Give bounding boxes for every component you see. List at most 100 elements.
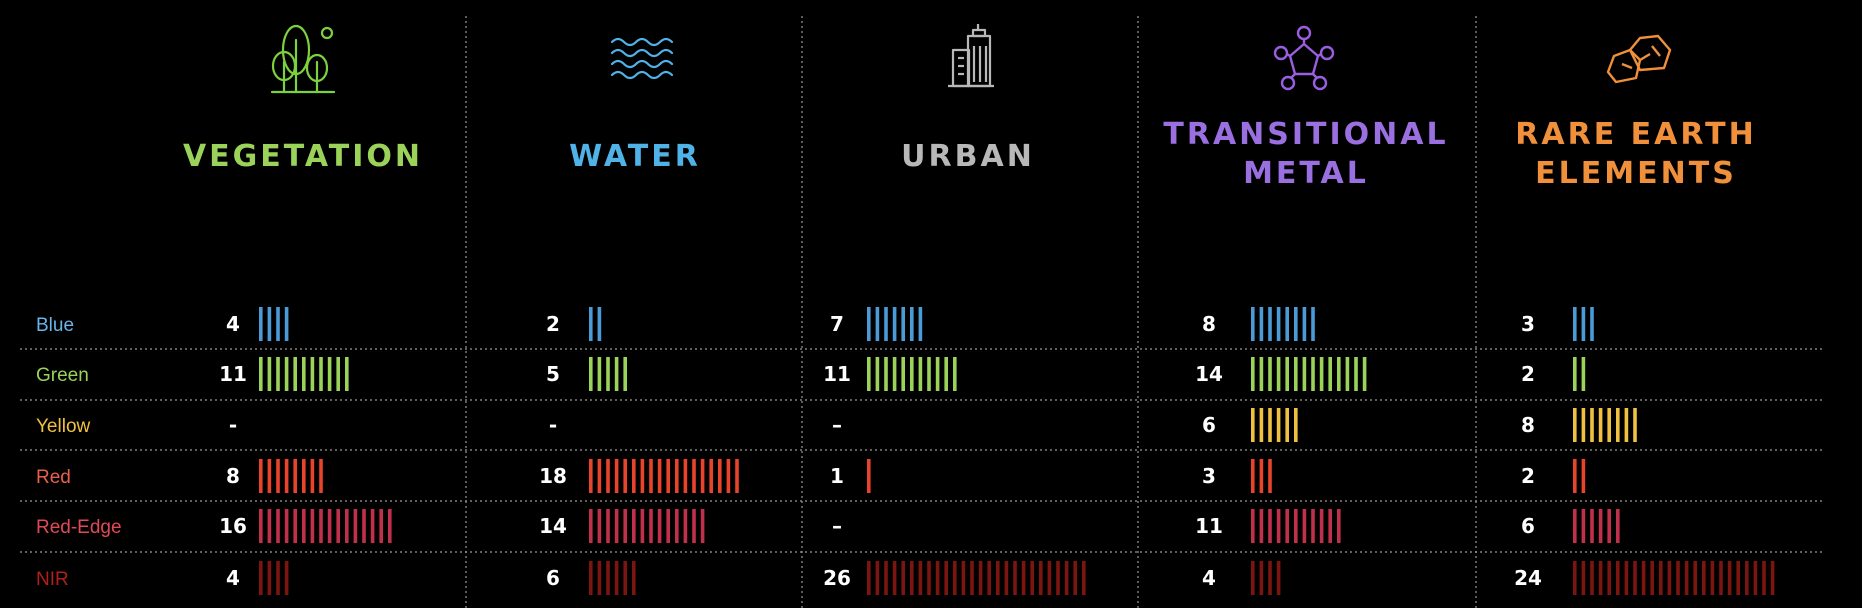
bar-tick [1633,408,1637,442]
bar-tick [284,561,289,595]
bar-tick [910,561,914,595]
bar-tick [918,561,923,595]
bar-tick [284,459,289,493]
bar-tick [267,561,272,595]
data-label: 3 [1521,312,1535,336]
data-label: 8 [226,464,240,488]
bar-tick [614,459,619,493]
bar-tick [1251,509,1255,543]
bar-tick [1616,509,1620,543]
bar-tick [1259,307,1264,341]
bar-tick [970,561,974,595]
data-label: 2 [1521,464,1535,488]
row-labels: Blue Green Yellow Red Red-Edge NIR [36,315,122,590]
bar-tick [310,509,315,543]
bar-tick [692,459,696,493]
bar-tick [267,509,272,543]
bar-tick [910,357,914,391]
data-label: 1 [830,464,844,488]
bar-tick [1259,357,1264,391]
bar-tick [1319,357,1324,391]
bar-tick [1581,357,1586,391]
bar-tick [944,357,948,391]
bar-tick [1684,561,1689,595]
bar-tick [1285,509,1289,543]
data-label: 2 [546,312,560,336]
bar-tick [1276,561,1281,595]
bar-tick [927,357,931,391]
bar-tick [259,307,263,341]
bar-tick [1268,561,1272,595]
bar-tick [1616,408,1620,442]
bar-tick [1259,459,1264,493]
data-label: – [832,514,842,538]
bar-tick [302,509,306,543]
bar-tick [623,357,627,391]
bar-tick [657,509,662,543]
bar-tick [327,357,332,391]
bar-tick [589,509,593,543]
bar-tick [623,509,627,543]
bar-tick [623,459,627,493]
bar-tick [1311,357,1315,391]
data-label: 8 [1521,413,1535,437]
bar-tick [1590,561,1594,595]
bar-tick [1294,307,1298,341]
bar-tick [1294,357,1298,391]
bar-tick [1753,561,1758,595]
bar-tick [606,357,610,391]
column-title: TRANSITIONAL [1163,117,1448,152]
bar-tick [606,459,610,493]
bar-tick [978,561,983,595]
bar-tick [1607,561,1611,595]
bar-tick [692,509,696,543]
bar-tick [1590,307,1594,341]
bar-tick [1004,561,1009,595]
bar-tick [1590,408,1594,442]
column-title: ELEMENTS [1535,156,1737,191]
data-label: 11 [219,362,247,386]
bar-tick [867,459,871,493]
bar-tick [597,357,602,391]
bar-tick [1573,357,1577,391]
data-label: 7 [830,312,844,336]
bar-tick [1251,357,1255,391]
row-label-green: Green [36,365,89,386]
bar-tick [1573,561,1577,595]
bar-tick [1337,509,1341,543]
bar-tick [901,561,905,595]
row-label-blue: Blue [36,315,74,336]
bar-tick [735,459,739,493]
bar-tick [1285,357,1289,391]
bar-tick [1302,509,1307,543]
data-label: 3 [1202,464,1216,488]
bar-tick [293,357,297,391]
bar-tick [276,307,280,341]
bar-tick [1745,561,1749,595]
grid-lines [20,16,1822,608]
bar-tick [1598,561,1603,595]
bar-tick [623,561,627,595]
bar-tick [267,459,272,493]
bar-tick [640,509,645,543]
bar-tick [1268,408,1272,442]
bar-tick [918,357,923,391]
bar-tick [1710,561,1715,595]
bar-tick [589,459,593,493]
bar-tick [1276,307,1281,341]
bar-tick [1598,408,1603,442]
bar-tick [259,459,263,493]
bar-tick [683,459,688,493]
data-label: 4 [1202,566,1216,590]
bar-tick [892,307,897,341]
bar-tick [319,357,323,391]
bar-tick [1581,307,1586,341]
bar-tick [1064,561,1069,595]
data-label: 14 [539,514,567,538]
bar-tick [310,459,315,493]
data-label: 6 [546,566,560,590]
data-label: 18 [539,464,567,488]
bar-tick [700,509,705,543]
column-title: RARE EARTH [1515,117,1756,152]
bar-tick [319,459,323,493]
